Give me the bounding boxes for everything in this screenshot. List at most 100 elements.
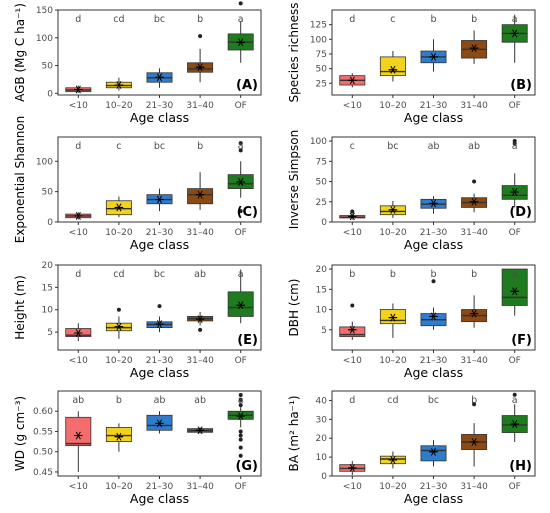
- box-OF: a: [501, 268, 528, 316]
- significance-letter: bc: [154, 14, 165, 25]
- box-body: [105, 427, 132, 442]
- box-21-30: bc: [146, 269, 173, 333]
- y-tick-label: 5: [47, 328, 53, 338]
- significance-letter: a: [512, 395, 518, 406]
- y-tick-label: 50: [316, 65, 328, 75]
- x-tick-label: <10: [343, 356, 362, 366]
- outlier-point: [116, 307, 121, 312]
- outlier-point: [198, 327, 203, 332]
- x-axis-title: Age class: [404, 110, 463, 125]
- outlier-point: [238, 209, 243, 214]
- outlier-point: [238, 453, 243, 458]
- y-axis-title: Inverse Simpson: [287, 130, 301, 229]
- y-tick-label: 100: [310, 35, 327, 45]
- box-body: [187, 188, 214, 205]
- significance-letter: b: [197, 141, 203, 152]
- x-axis-title: Age class: [404, 491, 463, 506]
- outlier-point: [350, 209, 355, 214]
- outlier-point: [238, 148, 243, 153]
- box-10-20: c: [379, 14, 406, 82]
- significance-letter: a: [238, 395, 244, 406]
- significance-letter: bc: [387, 141, 398, 152]
- x-tick-label: <10: [69, 356, 88, 366]
- y-tick-label: 50: [42, 188, 54, 198]
- significance-letter: d: [75, 269, 81, 280]
- panel-label: (D): [509, 205, 532, 220]
- significance-letter: cd: [113, 269, 124, 280]
- y-axis-title: WD (g cm⁻³): [13, 396, 27, 471]
- panel-label: (B): [510, 78, 532, 93]
- box-10-20: b: [105, 395, 132, 452]
- y-axis-title: BA (m² ha⁻¹): [287, 395, 301, 471]
- box-31-40: b: [461, 269, 488, 328]
- box-10-20: cd: [105, 269, 132, 339]
- significance-letter: ab: [194, 395, 206, 406]
- box-21-30: b: [420, 269, 447, 330]
- box-10-20: cd: [379, 395, 406, 469]
- y-tick-label: 0: [47, 218, 53, 228]
- panel-g: 0.45 0.50 0.55 0.60 <10 10–20 21–30 31–40 OF Age …: [13, 390, 262, 506]
- box-31-40: b: [461, 14, 488, 64]
- significance-letter: b: [430, 14, 436, 25]
- significance-letter: c: [116, 141, 121, 152]
- panel-label: (A): [236, 78, 258, 93]
- x-tick-label: <10: [343, 228, 362, 238]
- significance-letter: a: [238, 141, 244, 152]
- outlier-point: [512, 392, 517, 397]
- x-tick-label: 21–30: [146, 228, 174, 238]
- x-tick-label: 21–30: [146, 101, 174, 111]
- box-10: d: [339, 395, 366, 476]
- y-tick-label: 0: [321, 218, 327, 228]
- outlier-point: [238, 1, 243, 6]
- outlier-point: [512, 141, 517, 146]
- significance-letter: d: [349, 395, 355, 406]
- y-tick-label: 10: [316, 453, 328, 463]
- outlier-point: [238, 397, 243, 402]
- significance-letter: c: [390, 14, 395, 25]
- y-tick-label: 15: [42, 283, 53, 293]
- significance-letter: b: [349, 269, 355, 280]
- significance-letter: a: [512, 141, 518, 152]
- significance-letter: ab: [154, 395, 166, 406]
- x-tick-label: 31–40: [186, 356, 214, 366]
- y-axis-title: AGB (Mg C ha⁻¹): [13, 3, 27, 102]
- significance-letter: bc: [154, 141, 165, 152]
- box-10: d: [65, 269, 92, 342]
- panel-f: 5 10 15 20 <10 10–20 21–30 31–40 OF Age class DBH …: [287, 264, 536, 380]
- y-tick-label: 10: [42, 306, 54, 316]
- outlier-point: [472, 402, 477, 407]
- x-tick-label: 31–40: [460, 356, 488, 366]
- significance-letter: a: [512, 269, 518, 280]
- x-tick-label: 21–30: [420, 482, 448, 492]
- y-axis-title: Species richness: [287, 3, 301, 103]
- y-tick-label: 50: [42, 62, 54, 72]
- outlier-point: [238, 445, 243, 450]
- y-tick-label: 40: [316, 396, 328, 406]
- x-tick-label: 10–20: [105, 101, 133, 111]
- box-body: [379, 56, 406, 77]
- significance-letter: b: [390, 269, 396, 280]
- y-tick-label: 0: [47, 89, 53, 99]
- x-tick-label: OF: [509, 482, 521, 492]
- outlier-point: [350, 303, 355, 308]
- box-21-30: bc: [420, 395, 447, 467]
- significance-letter: b: [471, 14, 477, 25]
- x-tick-label: 21–30: [146, 482, 174, 492]
- x-tick-label: 31–40: [186, 228, 214, 238]
- box-body: [339, 326, 366, 338]
- y-tick-label: 150: [36, 6, 53, 16]
- box-10: b: [339, 269, 366, 340]
- box-21-30: b: [420, 14, 447, 72]
- y-tick-label: 50: [316, 178, 328, 188]
- y-tick-label: 75: [316, 50, 327, 60]
- box-31-40: ab: [187, 269, 214, 332]
- box-31-40: ab: [461, 141, 488, 213]
- outlier-point: [238, 393, 243, 398]
- panel-h: 0 10 20 30 40 <10 10–20 21–30 31–40 OF Age class BA…: [287, 390, 536, 506]
- box-body: [501, 268, 528, 306]
- y-tick-label: 20: [316, 434, 328, 444]
- panel-label: (G): [235, 459, 258, 474]
- box-31-40: b: [461, 395, 488, 467]
- panel-c: 0 50 100 <10 10–20 21–30 31–40 OF Age class Expon…: [13, 116, 262, 252]
